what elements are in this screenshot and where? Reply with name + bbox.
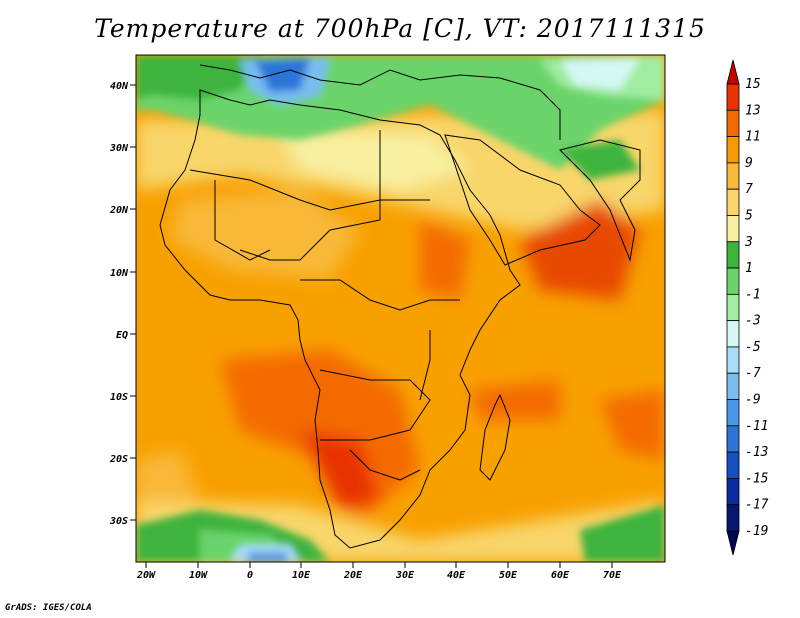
colorbar-label: -15 — [745, 471, 769, 486]
coastlines — [159, 64, 641, 549]
colorbar-label: -9 — [745, 393, 761, 408]
lon-label: 50E — [499, 570, 518, 581]
colorbar-label: 15 — [745, 77, 761, 92]
lat-label: 20S — [109, 454, 128, 465]
lon-label: 60E — [551, 570, 570, 581]
colorbar-swatch — [726, 215, 740, 243]
lon-label: 30E — [395, 570, 415, 581]
lat-label: EQ — [116, 330, 128, 341]
chart-title: Temperature at 700hPa [C], VT: 201711131… — [94, 14, 706, 43]
colorbar-label: -11 — [745, 419, 768, 434]
colorbar-swatch — [726, 346, 740, 374]
lon-label: 40E — [447, 570, 466, 581]
lon-label: 10W — [189, 570, 208, 581]
colorbar-label: -13 — [745, 445, 768, 460]
lat-label: 20N — [109, 205, 129, 216]
colorbar-swatch — [726, 109, 740, 137]
colorbar-label: 5 — [745, 208, 753, 223]
plot-frame — [135, 54, 666, 563]
colorbar-label: 7 — [745, 182, 753, 197]
lat-label: 10S — [110, 392, 128, 403]
lon-label: 70E — [603, 570, 622, 581]
credit-text: GrADS: IGES/COLA — [5, 603, 92, 613]
colorbar-swatch — [726, 162, 740, 190]
colorbar-arrow-top — [726, 59, 740, 85]
colorbar-swatch — [726, 451, 740, 479]
colorbar-arrow-bottom — [726, 530, 740, 556]
colorbar-swatch — [726, 320, 740, 348]
lat-label: 10N — [110, 268, 129, 279]
colorbar-swatch — [726, 83, 740, 111]
colorbar-swatch — [726, 241, 740, 269]
colorbar-swatch — [726, 372, 740, 400]
colorbar-swatch — [726, 504, 740, 532]
temperature-field — [136, 55, 665, 562]
colorbar: 15 13 11 9 7 5 3 1 -1 -3 -5 -7 -9 -11 -13 -15 -17 -19 — [726, 59, 769, 556]
lon-label: 20W — [136, 570, 156, 581]
lon-label: 20E — [343, 570, 363, 581]
lat-label: 30S — [109, 516, 128, 527]
colorbar-label: -7 — [745, 366, 761, 381]
lon-label: 10E — [292, 570, 311, 581]
colorbar-label: 13 — [745, 103, 761, 118]
lon-label: 0 — [247, 570, 253, 581]
colorbar-label: 1 — [745, 261, 753, 276]
colorbar-swatch — [726, 136, 740, 164]
lon-axis: 20W 10W 0 10E 20E 30E 40E 50E 60E 70E — [136, 562, 622, 581]
colorbar-label: -17 — [745, 498, 769, 513]
colorbar-label: -5 — [745, 340, 761, 355]
lat-label: 30N — [109, 143, 129, 154]
colorbar-label: -19 — [745, 524, 768, 539]
colorbar-swatch — [726, 188, 740, 216]
colorbar-label: 9 — [745, 156, 753, 171]
colorbar-swatch — [726, 425, 740, 453]
colorbar-swatch — [726, 478, 740, 506]
lat-label: 40N — [110, 81, 129, 92]
colorbar-swatch — [726, 399, 740, 427]
colorbar-swatch — [726, 267, 740, 295]
colorbar-label: 11 — [745, 130, 761, 145]
colorbar-label: -1 — [745, 287, 761, 302]
colorbar-label: -3 — [745, 314, 761, 329]
lat-axis: 40N 30N 20N 10N EQ 10S 20S 30S — [109, 81, 136, 527]
colorbar-swatch — [726, 293, 740, 322]
colorbar-label: 3 — [744, 235, 753, 250]
